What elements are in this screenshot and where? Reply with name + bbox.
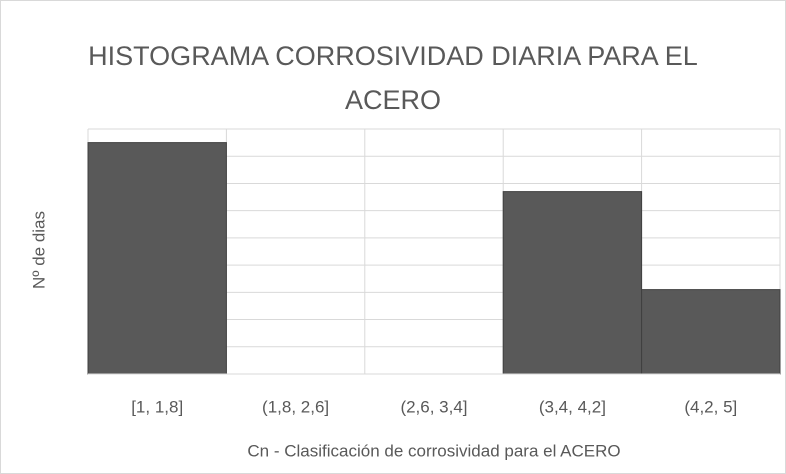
bar xyxy=(87,142,227,375)
x-tick-label: (2,6, 3,4] xyxy=(400,397,467,416)
x-tick-label: [1, 1,8] xyxy=(131,397,183,416)
bar xyxy=(502,191,643,375)
bar xyxy=(641,289,781,375)
y-axis-label: Nº de dias xyxy=(29,211,48,289)
chart-title: HISTOGRAMA CORROSIVIDAD DIARIA PARA EL A… xyxy=(88,41,698,115)
x-tick-label: (1,8, 2,6] xyxy=(262,397,329,416)
x-tick-label: (3,4, 4,2] xyxy=(539,397,606,416)
x-axis-label: Cn - Clasificación de corrosividad para … xyxy=(247,441,620,460)
x-tick-label: (4,2, 5] xyxy=(684,397,737,416)
